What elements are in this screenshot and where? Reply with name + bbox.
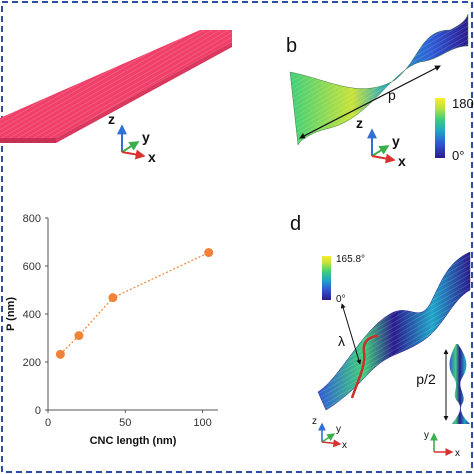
y-axis-title: P (nm): [5, 297, 17, 331]
ribbon-end: [56, 42, 232, 143]
x-axis-title: CNC length (nm): [90, 435, 177, 447]
panel-d-label: d: [290, 213, 301, 235]
pitch-label: p: [388, 87, 396, 103]
y-tick-label: 0: [35, 405, 41, 417]
panel-b: b p 180 0° z y x: [286, 13, 474, 169]
colorbar-d-max: 165.8°: [336, 254, 365, 265]
lambda-label: λ: [338, 333, 345, 349]
axes-triad-d-left: z y x: [312, 416, 347, 451]
pitch-arrow: [299, 65, 441, 139]
data-point: [204, 248, 214, 258]
tick-group: 0 50 100 0 200 400 600 800: [23, 213, 212, 429]
vertical-twist: [449, 344, 470, 424]
axis-y-label: y: [142, 129, 150, 145]
data-point: [74, 331, 84, 341]
axis-x-label: x: [398, 153, 406, 169]
axis-z-label: z: [108, 111, 115, 127]
x-tick-label: 100: [193, 417, 211, 429]
lambda-arrow: [340, 303, 362, 365]
axis-y-label: y: [424, 430, 429, 441]
axis-y-label: y: [336, 424, 341, 435]
axis-z-label: z: [356, 115, 363, 131]
axis-z-label: z: [312, 416, 317, 427]
red-path: [350, 334, 379, 399]
axes-triad-a: z y x: [108, 111, 156, 165]
panel-d: d 165.8° 0° λ p/2 z y x y x: [290, 213, 471, 459]
ribbon-stripes: [0, 30, 232, 138]
half-pitch-label: p/2: [416, 371, 436, 387]
series-line: [59, 252, 209, 355]
axes-triad-d-right: y x: [424, 430, 460, 459]
y-tick-label: 200: [23, 357, 41, 369]
axis-x-label: x: [342, 440, 347, 451]
data-point: [108, 293, 118, 303]
panel-b-label: b: [286, 35, 297, 57]
data-point: [55, 349, 65, 359]
y-tick-label: 800: [23, 213, 41, 225]
twisted-ribbon-d-stripes: [318, 252, 470, 410]
axes-triad-b: z y x: [356, 115, 406, 169]
y-tick-label: 600: [23, 261, 41, 273]
axis-y-label: y: [392, 133, 400, 149]
colorbar-b-max: 180: [452, 96, 474, 111]
chart-pitch-vs-length: 0 50 100 0 200 400 600 800 CNC length (nm) P (n…: [5, 213, 218, 447]
colorbar-b-min: 0°: [452, 148, 464, 163]
y-tick-label: 400: [23, 309, 41, 321]
panel-a: z y x: [0, 30, 232, 165]
ribbon-side: [0, 138, 56, 143]
colorbar-b: [435, 98, 445, 158]
colorbar-d-min: 0°: [336, 294, 346, 305]
colorbar-d: [322, 256, 331, 300]
data-points: [55, 248, 214, 359]
axis-x-label: x: [148, 149, 156, 165]
axis-x-label: x: [455, 448, 460, 459]
x-tick-label: 50: [119, 417, 131, 429]
x-tick-label: 0: [45, 417, 51, 429]
